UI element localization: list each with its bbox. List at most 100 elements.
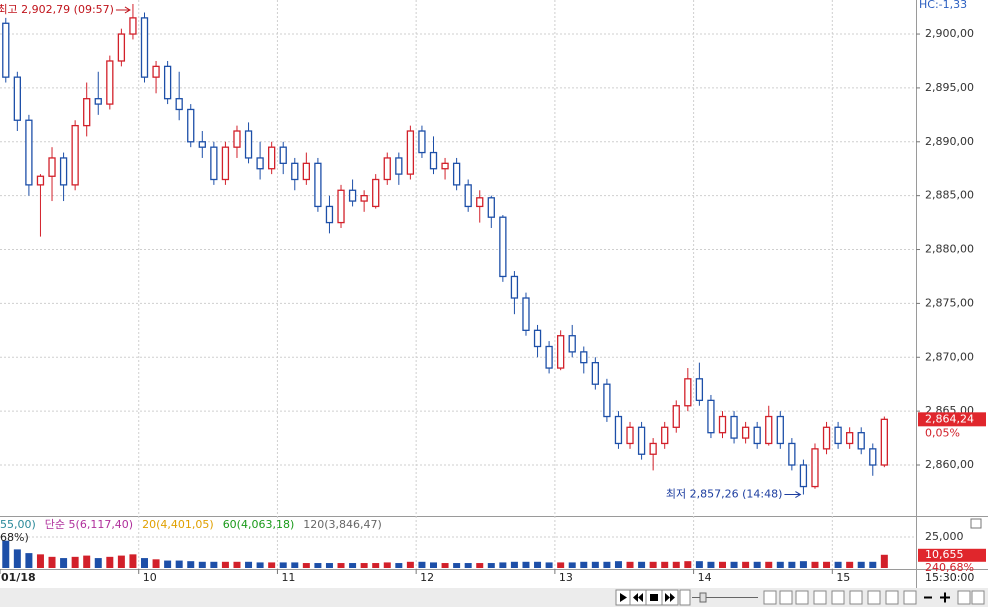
volume-bar bbox=[141, 558, 148, 568]
tool-button[interactable] bbox=[795, 590, 809, 605]
volume-bar bbox=[603, 561, 611, 568]
close-box bbox=[918, 412, 986, 427]
volume-bar bbox=[25, 553, 33, 568]
candle-body bbox=[591, 362, 599, 385]
volume-bar bbox=[534, 561, 542, 568]
indicator-label: HC:-1,33 bbox=[919, 0, 967, 11]
volume-value-label: 10,655 bbox=[925, 548, 964, 561]
candle-body bbox=[163, 65, 172, 100]
candle-body bbox=[788, 442, 796, 466]
volume-bar bbox=[360, 563, 368, 568]
volume-bar bbox=[499, 562, 507, 568]
candle-body bbox=[869, 448, 877, 466]
candle-body bbox=[383, 157, 391, 181]
candle-body bbox=[36, 175, 45, 186]
candle-body bbox=[603, 383, 611, 418]
candle-body bbox=[256, 157, 264, 170]
volume-bar bbox=[48, 556, 56, 568]
end-button[interactable] bbox=[679, 589, 691, 606]
candle-body bbox=[268, 146, 276, 170]
volume-bar bbox=[83, 555, 91, 568]
volume-bar bbox=[152, 559, 160, 568]
annotation-arrow bbox=[784, 491, 802, 498]
volume-bar bbox=[164, 560, 172, 568]
candle-body bbox=[672, 405, 680, 428]
volume-bar bbox=[106, 556, 114, 568]
candle-body bbox=[707, 399, 715, 434]
tool-button[interactable] bbox=[903, 590, 917, 605]
volume-bar bbox=[268, 562, 276, 568]
volume-bar bbox=[719, 561, 726, 568]
stop-icon bbox=[650, 594, 658, 601]
volume-bar bbox=[279, 562, 287, 568]
candle-body bbox=[718, 415, 727, 434]
candle-body bbox=[94, 98, 102, 105]
tool-button[interactable] bbox=[813, 590, 827, 605]
candle-body bbox=[314, 162, 322, 208]
candle-body bbox=[198, 141, 206, 148]
low-annotation: 최저 2,857,26 (14:48) bbox=[666, 488, 783, 501]
candle-body bbox=[48, 157, 56, 177]
tool-button[interactable] bbox=[831, 590, 845, 605]
volume-legend: 단순 5(6,117,40) bbox=[45, 518, 133, 531]
candle-body bbox=[580, 351, 588, 364]
x-tick-label: 12 bbox=[420, 571, 434, 584]
volume-bar bbox=[233, 561, 241, 568]
candle-body bbox=[661, 426, 669, 445]
candle-body bbox=[846, 432, 854, 445]
volume-bar bbox=[406, 561, 414, 568]
candle-body bbox=[822, 426, 831, 450]
volume-bar bbox=[430, 562, 437, 568]
y-tick-label: 2,875,00 bbox=[925, 296, 974, 309]
scroll-thumb[interactable] bbox=[699, 592, 707, 603]
candles bbox=[2, 3, 888, 568]
tool-button[interactable] bbox=[971, 590, 985, 605]
volume-bar bbox=[614, 561, 622, 568]
x-tick-label: 11 bbox=[281, 571, 295, 584]
pane-menu-button[interactable] bbox=[970, 518, 982, 529]
volume-ratio-label: 240,68% bbox=[925, 561, 974, 574]
candle-body bbox=[152, 65, 160, 78]
tool-button[interactable] bbox=[867, 590, 881, 605]
volume-bar bbox=[580, 561, 588, 568]
candle-body bbox=[13, 76, 21, 121]
high-annotation: 최고 2,902,79 (09:57) bbox=[0, 3, 114, 16]
forward-icon bbox=[665, 593, 675, 602]
tool-button[interactable] bbox=[849, 590, 863, 605]
y-tick-label: 2,885,00 bbox=[925, 189, 974, 202]
volume-bar bbox=[568, 562, 576, 568]
volume-bar bbox=[453, 563, 461, 568]
volume-bar bbox=[210, 561, 218, 568]
close-label: 2,864,24 bbox=[925, 412, 974, 425]
volume-bar bbox=[337, 563, 345, 568]
candle-body bbox=[395, 157, 403, 175]
y-tick-label: 2,880,00 bbox=[925, 243, 974, 256]
candle-body bbox=[360, 195, 368, 202]
play-icon bbox=[620, 593, 627, 602]
volume-bar bbox=[60, 558, 68, 568]
candle-body bbox=[522, 297, 530, 331]
volume-bar bbox=[672, 561, 680, 568]
candle-body bbox=[418, 130, 426, 154]
tool-button[interactable] bbox=[763, 590, 777, 605]
volume-bar bbox=[626, 561, 634, 568]
volume-tick-label: 25,000 bbox=[925, 530, 964, 543]
tool-button[interactable] bbox=[885, 590, 899, 605]
candle-body bbox=[557, 335, 565, 369]
volume-bar bbox=[245, 561, 253, 568]
volume-bar bbox=[464, 563, 472, 568]
volume-bar bbox=[325, 563, 333, 568]
change-label: 0,05% bbox=[925, 426, 960, 439]
x-tick-label: 01/18 bbox=[1, 571, 36, 584]
volume-bar bbox=[765, 561, 773, 568]
volume-bar bbox=[811, 561, 819, 568]
tool-button[interactable] bbox=[957, 590, 971, 605]
volume-bar bbox=[522, 561, 530, 568]
candle-body bbox=[568, 335, 576, 353]
y-tick-label: 2,870,00 bbox=[925, 350, 974, 363]
volume-bar bbox=[857, 561, 865, 568]
zoom-in-icon[interactable] bbox=[940, 592, 950, 603]
volume-bar bbox=[742, 561, 750, 568]
tool-button[interactable] bbox=[779, 590, 793, 605]
volume-bar bbox=[395, 563, 403, 568]
